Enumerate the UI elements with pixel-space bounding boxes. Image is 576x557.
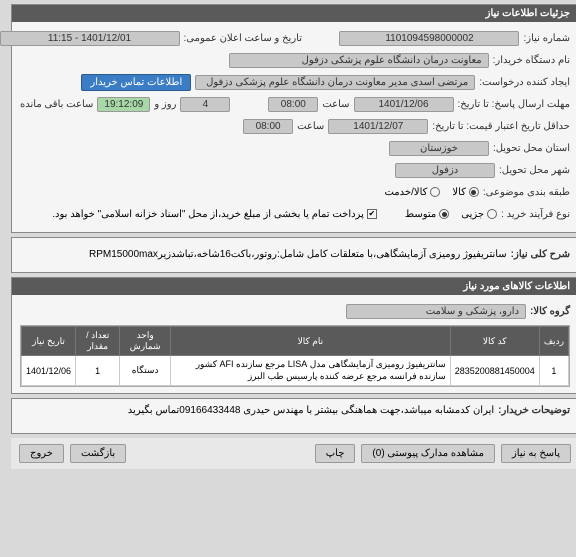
back-button[interactable]: بازگشت xyxy=(63,444,119,463)
group-value: دارو، پزشکی و سلامت xyxy=(339,304,519,319)
th-qty: تعداد / مقدار xyxy=(69,327,113,356)
th-idx: ردیف xyxy=(532,327,561,356)
buyer-notes-text: ایران کدمشابه میباشد،جهت هماهنگی بیشتر ب… xyxy=(121,405,487,416)
th-code: کد کالا xyxy=(443,327,532,356)
deadline-send-label: مهلت ارسال پاسخ: تا تاریخ: xyxy=(451,99,563,110)
payment-note-label: پرداخت تمام یا بخشی از مبلغ خرید،از محل … xyxy=(45,209,357,220)
need-number-label: شماره نیاز: xyxy=(516,33,563,44)
th-unit: واحد شمارش xyxy=(113,327,164,356)
td-qty: 1 xyxy=(69,356,113,386)
price-valid-date: 1401/12/07 xyxy=(321,119,421,134)
radio-goods-circle xyxy=(462,187,472,197)
countdown-timer: 19:12:09 xyxy=(90,97,143,112)
radio-medium-circle xyxy=(432,209,442,219)
remaining-label: ساعت باقی مانده xyxy=(13,99,86,110)
buyer-org-value: معاونت درمان دانشگاه علوم پزشکی دزفول xyxy=(222,53,482,68)
radio-goods-label: کالا xyxy=(445,187,459,198)
radio-medium-label: متوسط xyxy=(398,209,429,220)
items-table: ردیف کد کالا نام کالا واحد شمارش تعداد /… xyxy=(13,325,563,387)
radio-minor-circle xyxy=(480,209,490,219)
td-idx: 1 xyxy=(532,356,561,386)
td-date: 1401/12/06 xyxy=(15,356,69,386)
province-label: استان محل تحویل: xyxy=(486,143,563,154)
deadline-time: 08:00 xyxy=(261,97,311,112)
need-number-value: 1101094598000002 xyxy=(332,31,512,46)
pub-date-value: 1401/12/01 - 11:15 xyxy=(0,31,173,46)
attachments-button[interactable]: مشاهده مدارک پیوستی (0) xyxy=(354,444,488,463)
purchase-type-radio-group: جزیی متوسط xyxy=(398,209,490,220)
radio-goods[interactable]: کالا xyxy=(445,187,472,198)
contact-buyer-button[interactable]: اطلاعات تماس خریدار xyxy=(74,74,184,91)
time-label-1: ساعت xyxy=(315,99,342,110)
requester-label: ایجاد کننده درخواست: xyxy=(472,77,563,88)
group-label: گروه کالا: xyxy=(523,306,563,317)
payment-checkbox xyxy=(360,209,370,219)
main-header: جزئیات اطلاعات نیاز xyxy=(5,5,571,22)
print-button[interactable]: چاپ xyxy=(308,444,349,463)
table-row: 1 2835200881450004 سانتریفیوژ رومیزی آزم… xyxy=(15,356,562,386)
pub-date-label: تاریخ و ساعت اعلان عمومی: xyxy=(177,33,296,44)
td-name: سانتریفیوژ رومیزی آزمایشگاهی مدل LISA مر… xyxy=(164,356,444,386)
footer-bar: پاسخ به نیاز مشاهده مدارک پیوستی (0) چاپ… xyxy=(4,438,572,469)
days-remaining: 4 xyxy=(173,97,223,112)
requester-value: مرتضی اسدی مدیر معاونت درمان دانشگاه علو… xyxy=(188,75,468,90)
td-unit: دستگاه xyxy=(113,356,164,386)
th-name: نام کالا xyxy=(164,327,444,356)
city-label: شهر محل تحویل: xyxy=(492,165,563,176)
province-value: خوزستان xyxy=(382,141,482,156)
radio-gs-label: کالا/خدمت xyxy=(377,187,420,198)
purchase-type-label: نوع فرآیند خرید : xyxy=(494,209,563,220)
city-value: دزفول xyxy=(388,163,488,178)
deadline-date: 1401/12/06 xyxy=(347,97,447,112)
radio-gs-circle xyxy=(423,187,433,197)
radio-minor[interactable]: جزیی xyxy=(454,209,490,220)
td-code: 2835200881450004 xyxy=(443,356,532,386)
buyer-org-label: نام دستگاه خریدار: xyxy=(486,55,563,66)
radio-minor-label: جزیی xyxy=(454,209,477,220)
buyer-notes-label: توضیحات خریدار: xyxy=(491,405,563,416)
items-header: اطلاعات کالاهای مورد نیاز xyxy=(5,278,571,295)
payment-note-item[interactable]: پرداخت تمام یا بخشی از مبلغ خرید،از محل … xyxy=(45,209,370,220)
table-header-row: ردیف کد کالا نام کالا واحد شمارش تعداد /… xyxy=(15,327,562,356)
exit-button[interactable]: خروج xyxy=(12,444,57,463)
days-label: روز و xyxy=(147,99,169,110)
th-date: تاریخ نیاز xyxy=(15,327,69,356)
budget-class-label: طبقه بندی موضوعی: xyxy=(476,187,563,198)
time-label-2: ساعت xyxy=(290,121,317,132)
price-valid-time: 08:00 xyxy=(236,119,286,134)
need-desc-text: سانتریفیوژ رومیزی آزمایشگاهی،با متعلقات … xyxy=(82,249,500,260)
radio-medium[interactable]: متوسط xyxy=(398,209,442,220)
need-desc-label: شرح کلی نیاز: xyxy=(504,249,563,260)
reply-button[interactable]: پاسخ به نیاز xyxy=(494,444,564,463)
radio-goods-services[interactable]: کالا/خدمت xyxy=(377,187,433,198)
price-valid-label: حداقل تاریخ اعتبار قیمت: تا تاریخ: xyxy=(425,121,563,132)
budget-class-radio-group: کالا کالا/خدمت xyxy=(377,187,471,198)
